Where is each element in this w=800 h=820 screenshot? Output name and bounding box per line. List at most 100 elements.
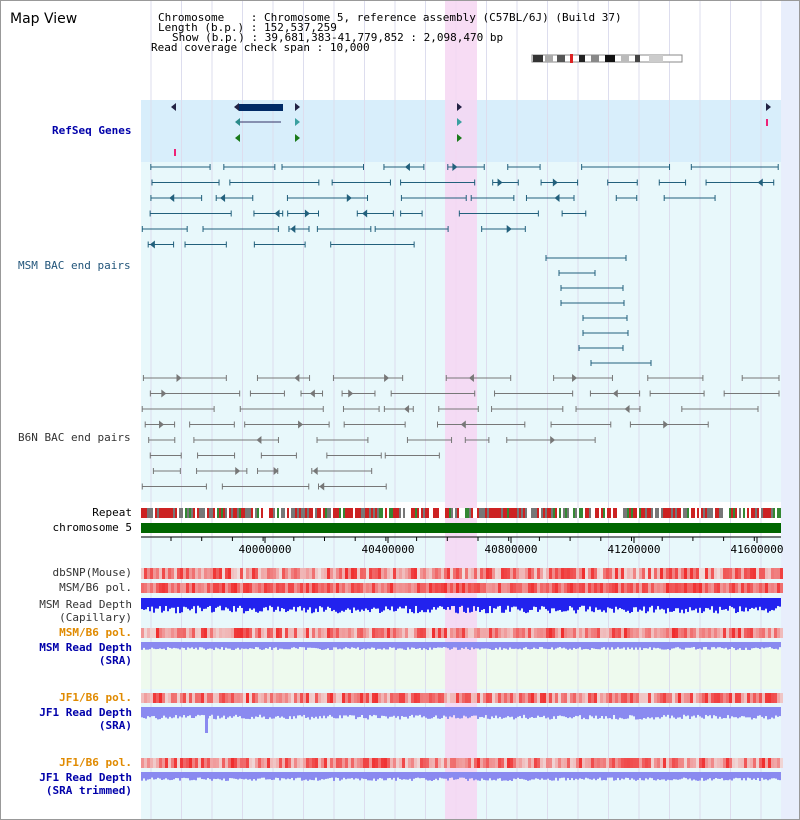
heat-cell <box>738 693 741 703</box>
span-info: Read coverage check span : 10,000 <box>151 41 370 54</box>
depth-bar <box>279 772 281 781</box>
depth-bar <box>449 707 451 717</box>
heat-cell <box>585 758 588 768</box>
depth-bar <box>623 598 625 610</box>
heat-cell <box>231 583 234 593</box>
repeat-bar <box>335 508 337 518</box>
depth-bar <box>351 772 353 779</box>
heat-cell <box>771 583 774 593</box>
depth-bar <box>545 598 547 610</box>
heat-cell <box>531 628 534 638</box>
depth-bar <box>303 598 305 608</box>
heat-cell <box>663 693 666 703</box>
heat-cell <box>738 758 741 768</box>
depth-bar <box>263 707 265 717</box>
repeat-bar <box>741 508 743 518</box>
depth-bar <box>571 707 573 719</box>
depth-bar <box>591 707 593 717</box>
depth-bar <box>411 598 413 613</box>
repeat-bar <box>549 508 551 518</box>
heat-cell <box>510 628 513 638</box>
heat-cell <box>597 693 600 703</box>
heat-cell <box>183 568 186 579</box>
depth-bar <box>661 707 663 718</box>
depth-bar <box>755 642 757 648</box>
depth-bar <box>631 772 633 779</box>
heat-cell <box>144 628 147 638</box>
heat-cell <box>459 583 462 593</box>
heat-cell <box>681 628 684 638</box>
gene-arrow <box>766 103 771 111</box>
heat-cell <box>465 583 468 593</box>
heat-cell <box>276 583 279 593</box>
heat-cell <box>426 568 429 579</box>
depth-bar <box>343 707 345 716</box>
depth-bar <box>539 707 541 718</box>
heat-cell <box>714 583 717 593</box>
heat-cell <box>423 628 426 638</box>
heat-cell <box>393 758 396 768</box>
heat-cell <box>780 628 783 638</box>
depth-bar <box>493 598 495 609</box>
depth-bar <box>167 707 169 719</box>
heat-cell <box>549 758 552 768</box>
heat-cell <box>468 628 471 638</box>
heat-cell <box>339 628 342 638</box>
heat-cell <box>228 568 231 579</box>
msm-depth-capillary-label: MSM Read Depth <box>39 598 132 611</box>
repeat-bar <box>303 508 305 518</box>
heat-cell <box>654 583 657 593</box>
depth-bar <box>471 598 473 612</box>
heat-cell <box>276 628 279 638</box>
heat-cell <box>162 568 165 579</box>
depth-bar <box>757 642 759 649</box>
heat-cell <box>324 568 327 579</box>
repeat-bar <box>707 508 709 518</box>
depth-bar <box>551 642 553 648</box>
heat-cell <box>267 568 270 579</box>
repeat-bar <box>323 508 325 518</box>
depth-bar <box>765 772 767 780</box>
depth-bar <box>377 772 379 780</box>
depth-bar <box>225 772 227 781</box>
heat-cell <box>345 758 348 768</box>
depth-bar <box>637 598 639 612</box>
depth-bar <box>643 642 645 649</box>
repeat-bar <box>283 508 285 518</box>
heat-cell <box>372 583 375 593</box>
depth-bar <box>661 642 663 650</box>
repeat-bar <box>213 508 215 518</box>
heat-cell <box>303 758 306 768</box>
depth-bar <box>155 598 157 609</box>
depth-bar <box>613 642 615 650</box>
heat-cell <box>411 568 414 579</box>
depth-bar <box>761 772 763 778</box>
depth-bar <box>519 598 521 611</box>
depth-bar <box>513 598 515 607</box>
heat-cell <box>234 568 237 579</box>
heat-cell <box>549 693 552 703</box>
heat-cell <box>435 568 438 579</box>
depth-bar <box>485 707 487 716</box>
depth-bar <box>459 642 461 650</box>
heat-cell <box>360 568 363 579</box>
heat-cell <box>489 568 492 579</box>
repeat-bar <box>569 508 571 518</box>
depth-bar <box>465 642 467 648</box>
repeat-bar <box>167 508 169 518</box>
depth-bar <box>293 642 295 648</box>
heat-cell <box>276 693 279 703</box>
depth-bar <box>705 598 707 608</box>
depth-bar <box>167 772 169 780</box>
heat-cell <box>240 583 243 593</box>
gene-arrow <box>234 103 239 111</box>
repeat-bar <box>227 508 229 518</box>
heat-cell <box>774 693 777 703</box>
depth-bar <box>291 642 293 648</box>
chromosome-ideogram[interactable] <box>531 54 683 63</box>
heat-cell <box>429 568 432 579</box>
heat-cell <box>171 758 174 768</box>
depth-bar <box>517 707 519 717</box>
